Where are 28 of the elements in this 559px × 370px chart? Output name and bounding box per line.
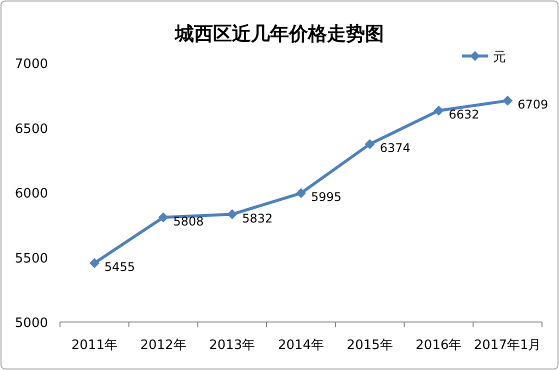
data-label: 6374 [380, 141, 410, 156]
x-tick-label: 2015年 [346, 338, 393, 353]
data-label: 5808 [173, 214, 204, 228]
point [502, 96, 513, 106]
y-tick-label: 6000 [14, 186, 48, 202]
y-tick-label: 5500 [14, 251, 48, 266]
y-tick-label: 5000 [14, 316, 48, 331]
data-label: 6632 [448, 108, 480, 122]
data-label: 5455 [104, 260, 135, 274]
legend-label: 元 [493, 50, 506, 65]
y-tick-label: 7000 [14, 57, 48, 72]
y-tick-label: 6500 [14, 122, 48, 137]
x-tick-label: 2016年 [416, 338, 462, 353]
x-tick-label: 2013年 [209, 338, 256, 353]
data-label: 5832 [242, 211, 273, 226]
data-label: 5995 [311, 190, 342, 204]
point [227, 209, 238, 220]
point [434, 106, 444, 116]
x-tick-label: 2012年 [140, 338, 186, 353]
point [89, 258, 100, 268]
point [364, 139, 375, 150]
chart-title: 城西区近几年价格走势图 [174, 23, 384, 45]
x-tick-label: 2014年 [278, 338, 324, 353]
x-tick-label: 2017年1月 [474, 338, 542, 353]
point [158, 212, 168, 222]
data-label: 6709 [518, 98, 548, 112]
x-tick-label: 2011年 [71, 338, 118, 353]
point [296, 188, 306, 198]
